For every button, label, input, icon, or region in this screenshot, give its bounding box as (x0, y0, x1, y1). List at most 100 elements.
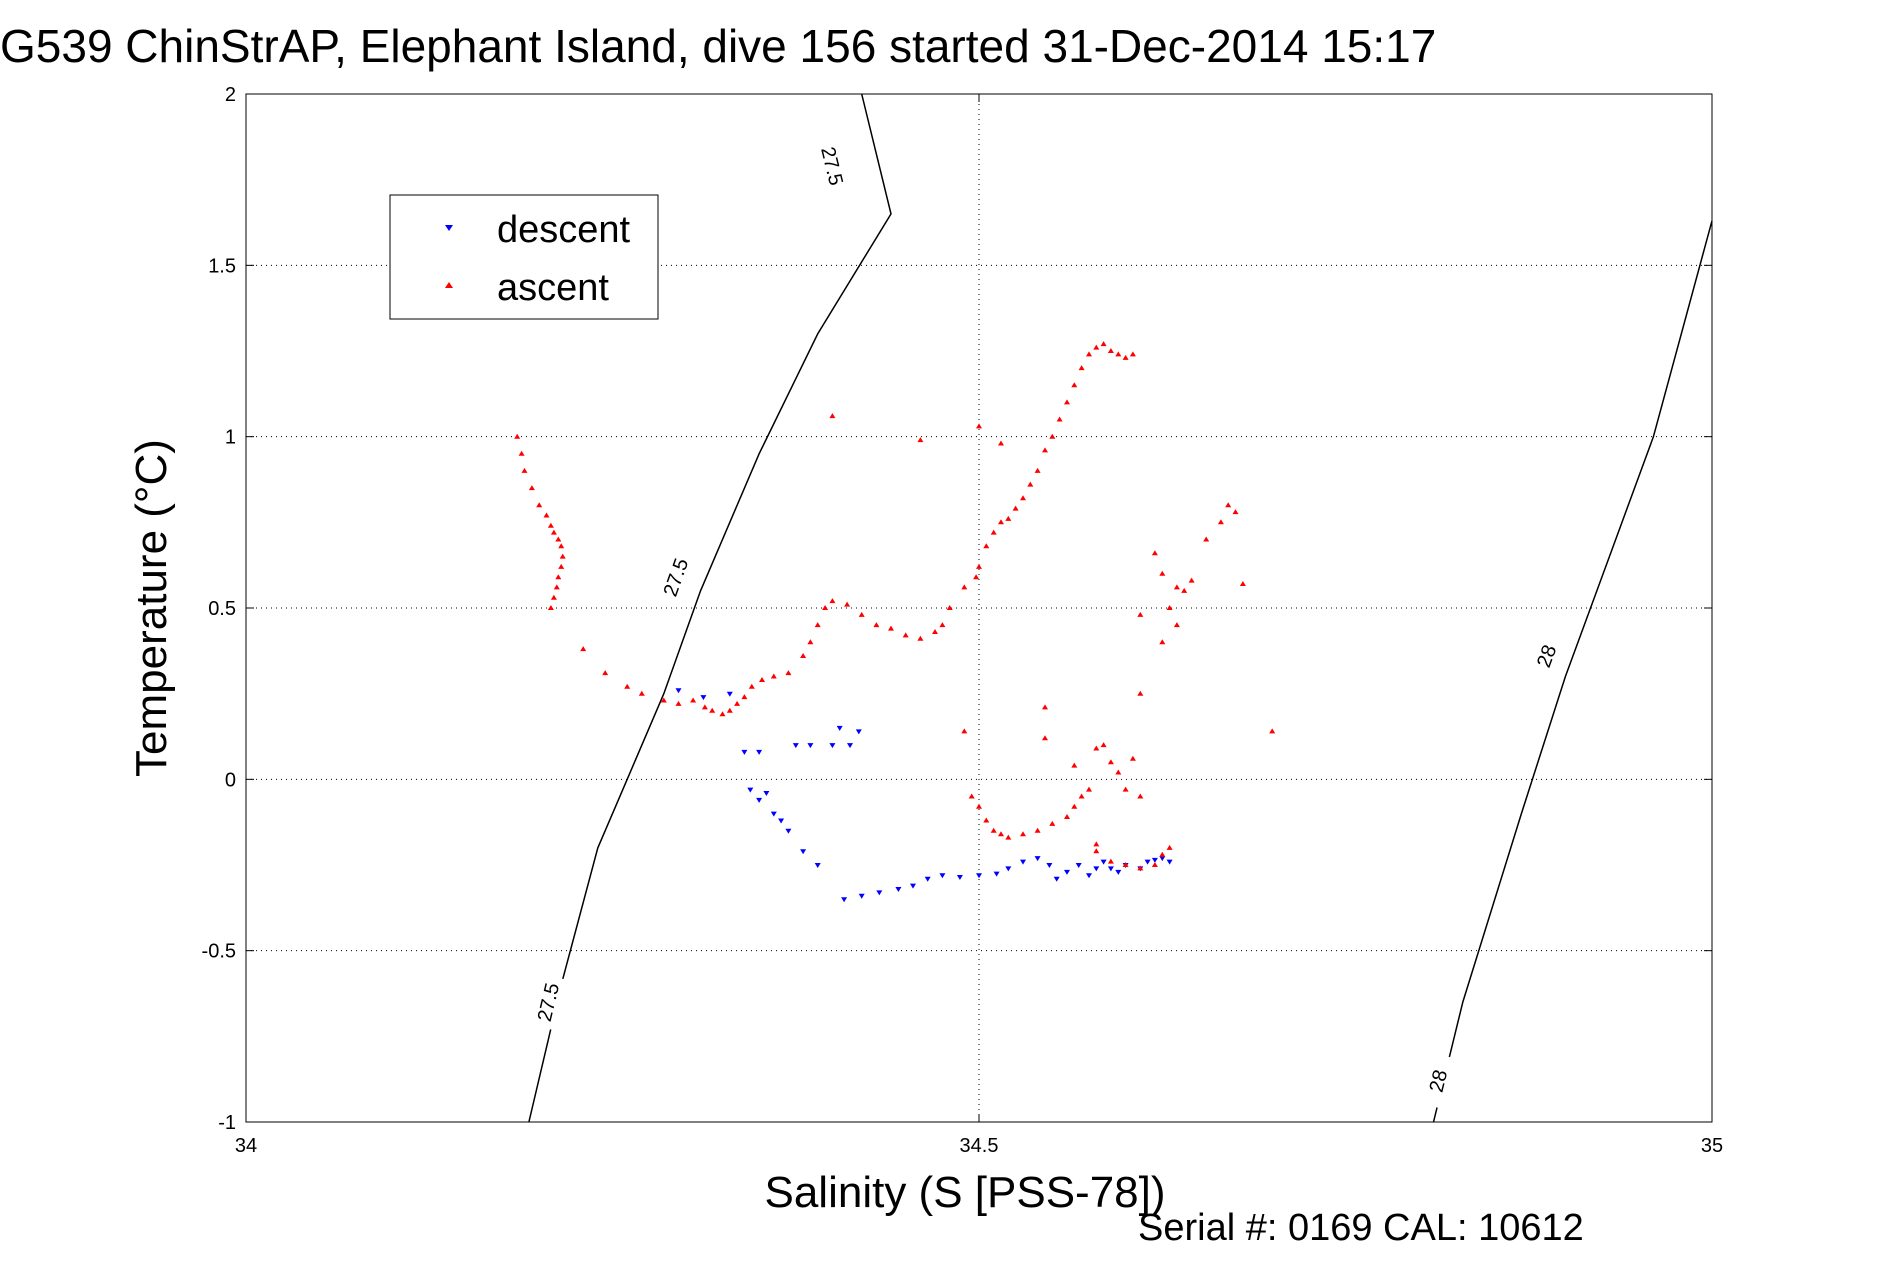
data-point-ascent (1005, 515, 1012, 521)
data-point-descent (1020, 859, 1026, 865)
data-point-ascent (1159, 570, 1166, 576)
data-point-ascent (770, 673, 777, 679)
legend-marker-descent (445, 225, 453, 231)
data-point-ascent (983, 817, 990, 823)
data-point-descent (855, 729, 862, 735)
data-point-descent (993, 871, 1000, 877)
data-point-ascent (968, 793, 975, 799)
data-point-ascent (555, 536, 562, 542)
data-point-ascent (973, 574, 980, 580)
data-point-ascent (1012, 505, 1019, 511)
data-point-ascent (1151, 550, 1158, 556)
data-point-descent (1064, 869, 1070, 875)
data-point-ascent (1064, 399, 1070, 405)
data-point-ascent (528, 485, 535, 491)
data-point-ascent (998, 440, 1004, 446)
data-point-descent (785, 828, 792, 834)
data-point-ascent (709, 707, 716, 713)
data-point-ascent (1093, 344, 1100, 350)
data-point-ascent (638, 690, 645, 696)
data-point-ascent (1188, 577, 1195, 583)
data-point-ascent (1020, 831, 1026, 837)
data-point-ascent (1115, 769, 1122, 775)
x-axis-label: Salinity (S [PSS-78]) (764, 1168, 1165, 1217)
y-axis-label: Temperature (°C) (127, 439, 176, 777)
data-point-ascent (726, 707, 733, 713)
data-point-ascent (1159, 639, 1166, 645)
data-point-ascent (961, 728, 968, 734)
data-point-descent (924, 876, 931, 882)
contour-label-background (812, 137, 853, 195)
y-tick-label: 0.5 (208, 598, 236, 620)
data-point-ascent (1122, 786, 1129, 792)
data-point-ascent (1122, 354, 1129, 360)
data-point-ascent (1086, 786, 1092, 792)
data-point-ascent (814, 622, 821, 628)
data-point-descent (675, 688, 682, 694)
data-point-ascent (701, 704, 708, 710)
data-point-descent (939, 873, 946, 879)
data-point-ascent (844, 601, 851, 607)
data-point-descent (895, 887, 902, 892)
legend-box (389, 194, 659, 320)
data-point-ascent (550, 529, 557, 535)
data-point-ascent (1107, 348, 1114, 353)
data-point-descent (814, 863, 821, 868)
data-point-descent (747, 787, 754, 793)
data-point-ascent (555, 574, 562, 580)
data-point-descent (778, 818, 785, 824)
data-point-ascent (1100, 742, 1107, 748)
data-point-ascent (983, 543, 990, 549)
data-point-descent (756, 797, 763, 803)
data-point-ascent (917, 635, 924, 641)
data-point-ascent (759, 677, 765, 682)
data-point-descent (770, 811, 777, 817)
data-point-ascent (1020, 495, 1026, 501)
data-point-ascent (748, 683, 755, 689)
data-point-descent (876, 890, 883, 896)
data-point-descent (910, 883, 916, 889)
y-tick-label: 1.5 (208, 255, 236, 277)
x-axis-ticks: 34 34.5 35 (235, 94, 1723, 1157)
y-tick-label: -1 (218, 1112, 236, 1134)
data-point-ascent (976, 423, 982, 429)
x-tick-label: 35 (1701, 1135, 1723, 1157)
data-point-ascent (1137, 865, 1144, 871)
legend-marker-ascent (445, 282, 453, 288)
data-point-descent (763, 791, 770, 796)
data-point-ascent (1269, 728, 1276, 734)
data-point-descent (956, 875, 963, 880)
data-point-ascent (1166, 844, 1173, 850)
data-point-ascent (559, 553, 566, 559)
data-point-descent (1034, 856, 1041, 862)
legend: descent ascent (389, 194, 659, 320)
y-tick-label: 0 (225, 769, 236, 791)
serial-footer: Serial #: 0169 CAL: 10612 (1138, 1207, 1584, 1249)
data-point-descent (1144, 859, 1151, 865)
data-point-ascent (602, 670, 609, 676)
data-point-descent (1151, 857, 1158, 863)
data-point-descent (1100, 859, 1107, 865)
data-point-ascent (521, 467, 528, 473)
data-point-ascent (998, 519, 1004, 525)
data-point-ascent (1122, 862, 1129, 867)
data-points (514, 341, 1276, 903)
contour-label-background (1418, 1052, 1458, 1110)
data-point-ascent (888, 625, 894, 631)
data-point-ascent (1078, 365, 1085, 371)
data-point-ascent (719, 711, 726, 717)
data-point-descent (756, 749, 763, 755)
data-point-ascent (1034, 827, 1041, 833)
data-point-ascent (1181, 587, 1188, 593)
contour-label-background (528, 973, 568, 1031)
data-point-ascent (1151, 862, 1158, 867)
data-point-ascent (1027, 481, 1034, 487)
data-point-ascent (946, 605, 953, 610)
data-point-ascent (829, 413, 836, 419)
data-point-ascent (1217, 519, 1224, 525)
data-point-ascent (518, 450, 525, 456)
data-point-ascent (553, 584, 560, 590)
data-point-ascent (1129, 755, 1136, 761)
data-point-descent (1159, 856, 1166, 862)
